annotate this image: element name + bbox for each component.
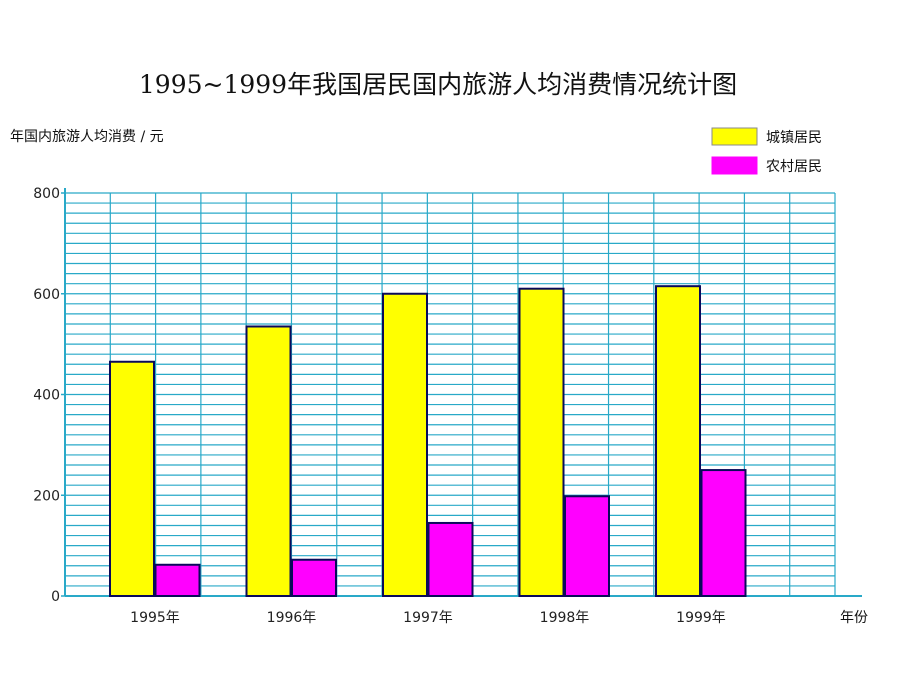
bar-urban-2 — [245, 325, 292, 597]
x-axis-label: 年份 — [840, 610, 868, 626]
legend-swatch-urban — [711, 127, 758, 146]
legend-swatch-rural — [711, 156, 758, 175]
bar-rural-5 — [700, 469, 747, 597]
bar-urban-4 — [518, 287, 565, 597]
bar-urban-3 — [382, 292, 428, 597]
y-tick-label: 200 — [33, 488, 60, 504]
tick-labels: 0 200 400 600 800 1995年 1996年 1997年 1998年 1999年 — [33, 186, 726, 626]
x-tick-label: 1999年 — [676, 610, 726, 626]
y-tick-label: 0 — [51, 589, 60, 605]
y-tick-label: 600 — [33, 287, 60, 303]
x-tick-label: 1997年 — [403, 610, 453, 626]
bar-urban-5 — [655, 285, 701, 597]
legend-label-rural: 农村居民 — [766, 159, 822, 175]
y-axis-label: 年国内旅游人均消费 / 元 — [10, 129, 164, 145]
x-tick-label: 1995年 — [130, 610, 180, 626]
bar-rural-3 — [427, 521, 474, 597]
bars — [109, 285, 747, 598]
legend-label-urban: 城镇居民 — [766, 130, 822, 146]
y-tick-label: 400 — [33, 388, 60, 404]
x-tick-label: 1996年 — [267, 610, 317, 626]
bar-urban-1 — [109, 360, 155, 597]
bar-rural-1 — [154, 563, 201, 598]
grid — [64, 188, 862, 597]
y-tick-label: 800 — [33, 186, 60, 202]
x-tick-label: 1998年 — [540, 610, 590, 626]
bar-rural-2 — [291, 558, 337, 597]
chart-title: 1995~1999年我国居民国内旅游人均消费情况统计图 — [139, 70, 737, 99]
bar-rural-4 — [564, 495, 610, 598]
